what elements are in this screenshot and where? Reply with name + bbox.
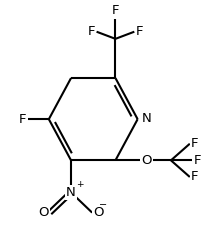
Text: F: F xyxy=(136,25,143,38)
Text: O: O xyxy=(38,206,49,219)
Text: N: N xyxy=(141,112,151,124)
Text: O: O xyxy=(93,206,104,219)
Text: +: + xyxy=(76,180,83,188)
Text: F: F xyxy=(191,137,199,150)
Text: O: O xyxy=(141,154,152,167)
Text: F: F xyxy=(88,25,95,38)
Text: F: F xyxy=(112,4,119,17)
Text: −: − xyxy=(99,200,107,210)
Text: F: F xyxy=(19,113,26,126)
Text: N: N xyxy=(66,186,76,199)
Text: F: F xyxy=(193,154,201,167)
Text: F: F xyxy=(191,170,199,183)
